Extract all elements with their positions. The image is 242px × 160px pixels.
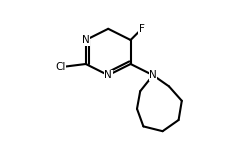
Text: F: F — [139, 24, 145, 34]
Text: N: N — [82, 35, 90, 45]
Text: N: N — [149, 70, 157, 80]
Text: Cl: Cl — [55, 62, 65, 72]
Text: N: N — [104, 70, 112, 80]
